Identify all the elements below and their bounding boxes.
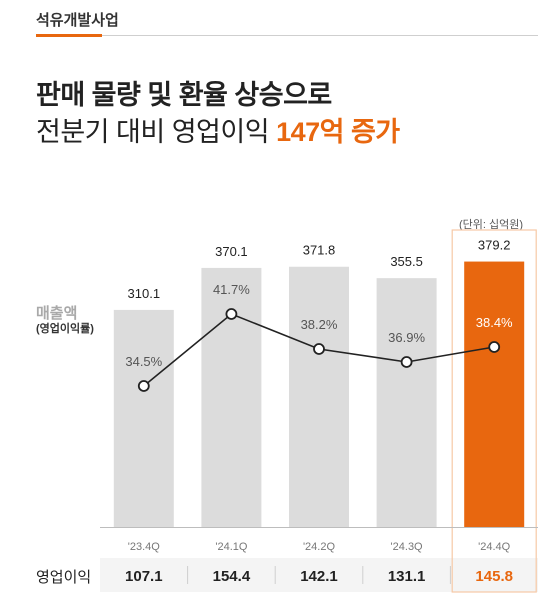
revenue-bar [201,267,262,527]
y-axis-label: 매출액 [36,305,78,322]
revenue-bar [289,266,349,527]
revenue-value-label: 310.1 [128,286,161,301]
operating-margin-label: 36.9% [388,330,425,345]
operating-profit-row-label: 영업이익 [36,569,92,586]
operating-margin-label: 34.5% [125,354,162,369]
operating-margin-point [488,341,501,353]
operating-margin-point [313,343,325,355]
category-label: '24.4Q [478,541,511,553]
footer-row-background [100,558,538,592]
category-label: '23.4Q [128,541,161,553]
category-label: '24.1Q [215,541,248,553]
category-label: '24.2Q [303,541,336,553]
operating-margin-label: 41.7% [213,282,250,297]
revenue-bar [113,309,174,527]
headline-highlight: 147억 증가 [276,117,400,147]
headline-line-2: 전분기 대비 영업이익 147억 증가 [36,110,400,149]
section-divider [36,35,538,36]
category-label: '24.3Q [391,541,424,553]
operating-margin-point [225,308,238,320]
operating-margin-point [400,356,413,368]
operating-profit-value: 142.1 [300,568,338,585]
revenue-value-label: 370.1 [215,244,248,259]
revenue-value-label: 371.8 [303,243,336,258]
operating-margin-label: 38.4% [476,315,513,330]
operating-profit-value: 131.1 [388,568,426,585]
unit-note: (단위: 십억원) [459,219,524,231]
section-label: 석유개발사업 [36,12,119,29]
operating-profit-value: 154.4 [213,568,251,585]
revenue-value-label: 355.5 [390,254,423,269]
headline-line-2-plain: 전분기 대비 영업이익 [36,117,277,147]
section-divider-accent [36,34,102,37]
operating-profit-value: 107.1 [125,568,163,585]
headline-line-1: 판매 물량 및 환율 상승으로 [36,80,332,110]
operating-margin-label: 38.2% [301,317,338,332]
revenue-value-label: 379.2 [478,238,511,253]
operating-margin-point [137,380,150,392]
y-axis-sublabel: (영업이익률) [36,323,94,335]
revenue-bar [464,261,525,527]
highlight-box [451,229,537,593]
operating-profit-value: 145.8 [475,568,513,585]
revenue-bar [376,278,437,527]
